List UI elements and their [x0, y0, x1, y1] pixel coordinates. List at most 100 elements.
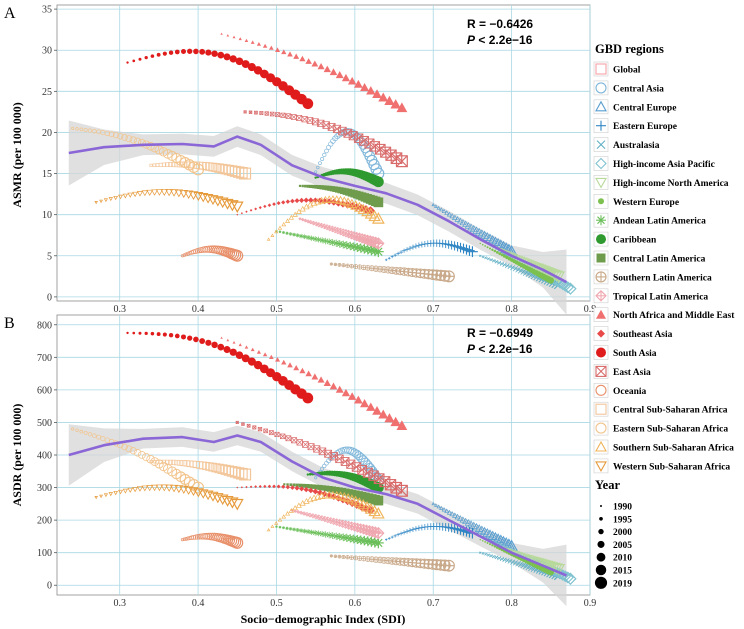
data-point: [492, 533, 504, 544]
data-point: [238, 37, 242, 41]
data-point: [92, 433, 97, 438]
data-point: [295, 233, 300, 238]
x-tick-label: 0.3: [113, 304, 126, 315]
legend-title: GBD regions: [595, 42, 664, 56]
data-point: [507, 558, 513, 564]
data-point: [302, 392, 314, 404]
data-point: [249, 208, 253, 212]
data-point: [156, 52, 161, 57]
data-point: [317, 376, 325, 383]
data-point: [270, 233, 275, 237]
legend-key: [593, 61, 609, 77]
data-point: [151, 189, 159, 196]
data-point: [252, 425, 257, 430]
data-point: [439, 207, 444, 212]
data-point: [207, 491, 219, 502]
data-point: [349, 555, 354, 560]
size-legend-label: 1995: [613, 515, 632, 525]
data-point: [96, 434, 102, 440]
data-point: [329, 486, 336, 493]
data-point: [281, 359, 287, 365]
data-point: [436, 504, 441, 509]
region-series: [94, 189, 244, 214]
x-tick-label: 0.3: [113, 598, 126, 609]
data-point: [346, 534, 355, 543]
data-point: [259, 111, 264, 116]
data-point: [484, 245, 487, 247]
data-point: [347, 392, 357, 400]
data-point: [300, 217, 305, 222]
data-point: [298, 233, 304, 239]
legend-item: Western Europe: [593, 194, 679, 209]
panel-a: A 0.3 0.4 0.5 0.6 0.7 0.8 0.9 0 5 10 15 20 25 30 35 R …: [4, 4, 596, 315]
data-point: [299, 367, 306, 374]
data-point: [160, 484, 169, 492]
legend: GBD regions Global Central Asia Central Eu…: [593, 42, 735, 589]
data-point: [285, 435, 292, 442]
data-point: [499, 556, 505, 562]
data-point: [142, 452, 151, 462]
data-point: [484, 233, 496, 243]
data-point: [337, 263, 342, 267]
data-point: [165, 189, 174, 197]
legend-swatch: [595, 100, 607, 112]
data-point: [117, 133, 124, 140]
data-point: [334, 133, 341, 140]
data-point: [395, 484, 408, 497]
data-point: [306, 184, 310, 188]
region-series: [298, 184, 384, 208]
legend-item: Caribbean: [593, 231, 657, 247]
data-point: [217, 51, 225, 59]
legend-label: Tropical Latin America: [613, 292, 708, 302]
data-point: [413, 526, 419, 532]
legend-swatch: [596, 140, 606, 149]
legend-item: Eastern Sub-Saharan Africa: [593, 420, 728, 436]
legend-item: Central Latin America: [593, 250, 706, 266]
data-point: [236, 467, 248, 480]
data-point: [491, 544, 494, 547]
panel-b-grid: [57, 315, 591, 595]
data-point: [564, 572, 577, 585]
data-point: [289, 483, 293, 487]
legend-label: Eastern Sub-Saharan Africa: [613, 425, 728, 435]
panel-a-smooth-line: [68, 135, 568, 284]
data-point: [191, 534, 197, 540]
data-point: [149, 163, 153, 167]
data-point: [486, 246, 489, 249]
data-point: [274, 229, 279, 234]
data-point: [113, 195, 119, 201]
data-point: [324, 185, 330, 191]
data-point: [298, 483, 303, 488]
data-point: [144, 55, 148, 60]
data-point: [108, 131, 115, 138]
legend-item: Southern Sub-Saharan Africa: [593, 439, 734, 455]
data-point: [179, 189, 189, 199]
data-point: [446, 509, 453, 515]
data-point: [395, 155, 408, 168]
data-point: [561, 281, 574, 294]
data-point: [320, 156, 325, 161]
legend-swatch: [595, 177, 607, 189]
data-point: [308, 484, 313, 489]
data-point: [390, 99, 401, 109]
data-point: [316, 489, 324, 496]
data-point: [298, 217, 302, 221]
data-point: [299, 55, 306, 62]
data-point: [182, 253, 186, 257]
data-point: [504, 263, 510, 269]
data-point: [180, 254, 184, 258]
data-point: [275, 47, 281, 52]
data-point: [564, 282, 577, 295]
data-point: [285, 218, 291, 223]
data-point: [392, 266, 401, 275]
legend-label: Central Latin America: [613, 255, 706, 265]
data-point: [433, 503, 438, 507]
data-point: [208, 462, 218, 472]
data-point: [117, 489, 124, 495]
legend-item: Tropical Latin America: [593, 288, 708, 304]
data-point: [247, 62, 256, 72]
data-point: [462, 517, 470, 525]
legend-item: Southern Latin America: [593, 269, 712, 285]
data-point: [393, 253, 397, 257]
